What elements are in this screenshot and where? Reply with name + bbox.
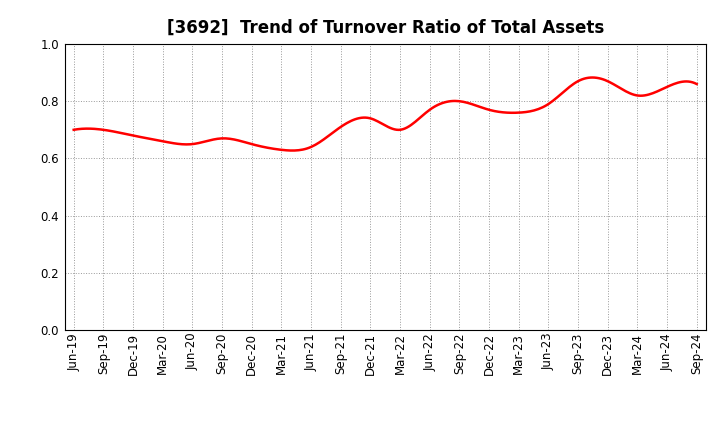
Title: [3692]  Trend of Turnover Ratio of Total Assets: [3692] Trend of Turnover Ratio of Total … bbox=[166, 19, 604, 37]
